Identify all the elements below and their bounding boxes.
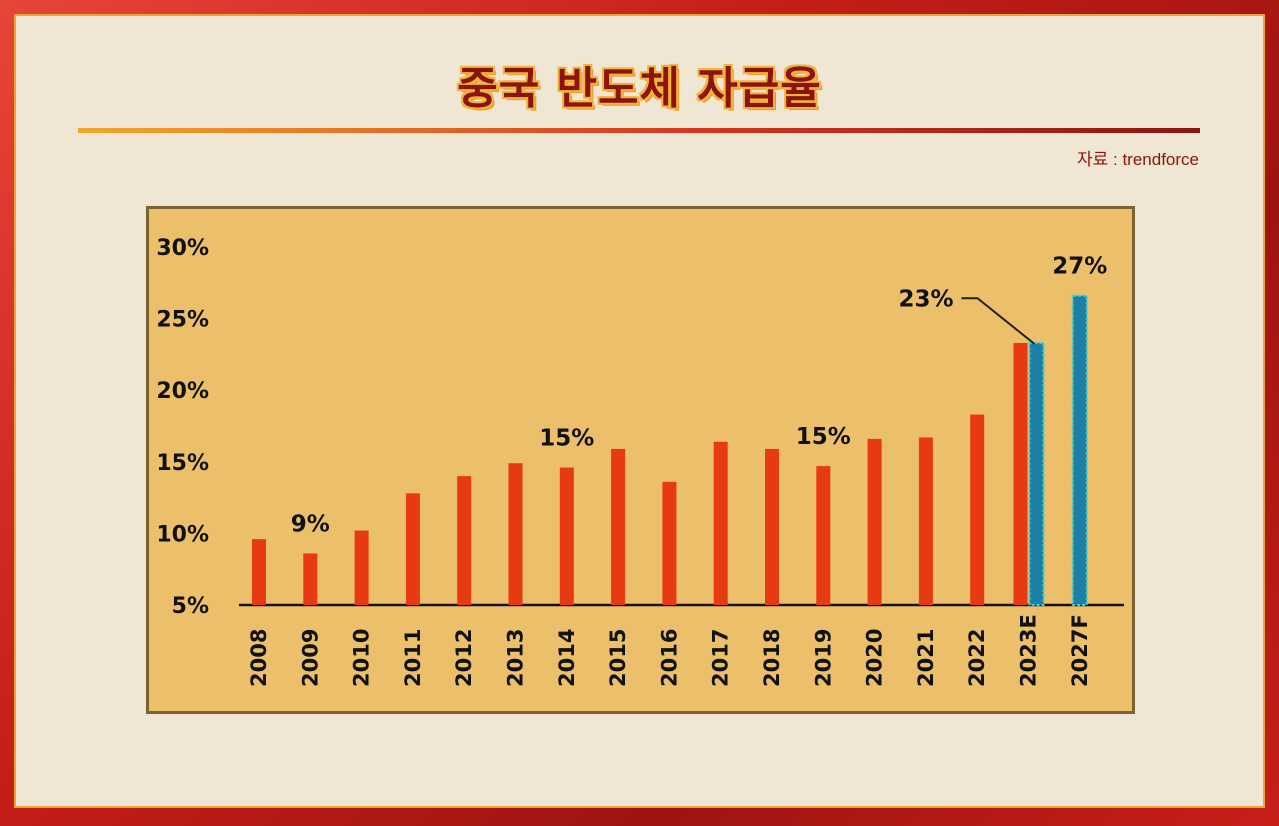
x-tick-label: 2017 [709,629,733,687]
bar-2013 [508,463,523,605]
y-tick-label: 25% [156,308,209,333]
data-label: 23% [898,286,953,312]
x-tick-label: 2021 [914,629,938,687]
bar-2018 [765,448,779,605]
bar-2010 [354,530,369,605]
x-tick-label: 2018 [760,629,784,687]
data-label: 27% [1052,254,1107,280]
bar-2009 [303,553,318,605]
y-tick-label: 30% [156,236,209,261]
y-tick-label: 20% [156,379,209,404]
x-tick-label: 2012 [452,629,476,687]
data-label: 9% [291,511,330,537]
x-tick-label: 2019 [811,629,835,687]
bar-2022 [970,414,985,605]
y-tick-label: 15% [156,451,209,476]
forecast-bar-2023E [1028,341,1045,606]
chart-panel: 5% 10% 15% 20% 25% 30% 2008 2009 2010 2011 2012 201… [146,206,1135,714]
bar-2008 [252,539,266,605]
bar-2021 [918,437,933,605]
x-tick-label: 2014 [555,629,579,687]
bar-2015 [611,448,626,605]
bar-2019 [816,466,831,605]
bar-2014 [559,467,574,605]
x-tick-label: 2009 [298,629,322,687]
forecast-bar-2027F [1071,294,1088,607]
x-tick-label: 2027F [1068,614,1092,687]
x-tick-label: 2015 [606,629,630,687]
y-tick-label: 10% [156,522,209,547]
bar-2023E [1013,342,1028,605]
bar-2020 [867,438,882,605]
x-tick-label: 2013 [504,629,528,687]
bar-2011 [405,493,420,605]
x-tick-label: 2010 [350,629,374,687]
label-leader-line [961,297,1036,345]
bar-chart: 5% 10% 15% 20% 25% 30% 2008 2009 2010 2011 2012 201… [156,236,1124,687]
bar-2012 [457,476,472,605]
x-tick-label: 2020 [863,629,887,687]
bar-2017 [713,441,728,605]
data-label: 15% [796,424,851,450]
x-tick-label: 2023E [1017,614,1041,687]
title-divider [78,128,1200,133]
y-tick-label: 5% [172,594,209,619]
x-tick-label: 2022 [965,629,989,687]
x-tick-label: 2008 [247,629,271,687]
x-tick-label: 2016 [657,629,681,687]
source-note: 자료 : trendforce [1077,150,1199,169]
page-title: 중국 반도체 자급율 [457,63,822,114]
bar-2016 [662,481,677,605]
x-tick-label: 2011 [401,629,425,687]
data-label: 15% [539,426,594,452]
